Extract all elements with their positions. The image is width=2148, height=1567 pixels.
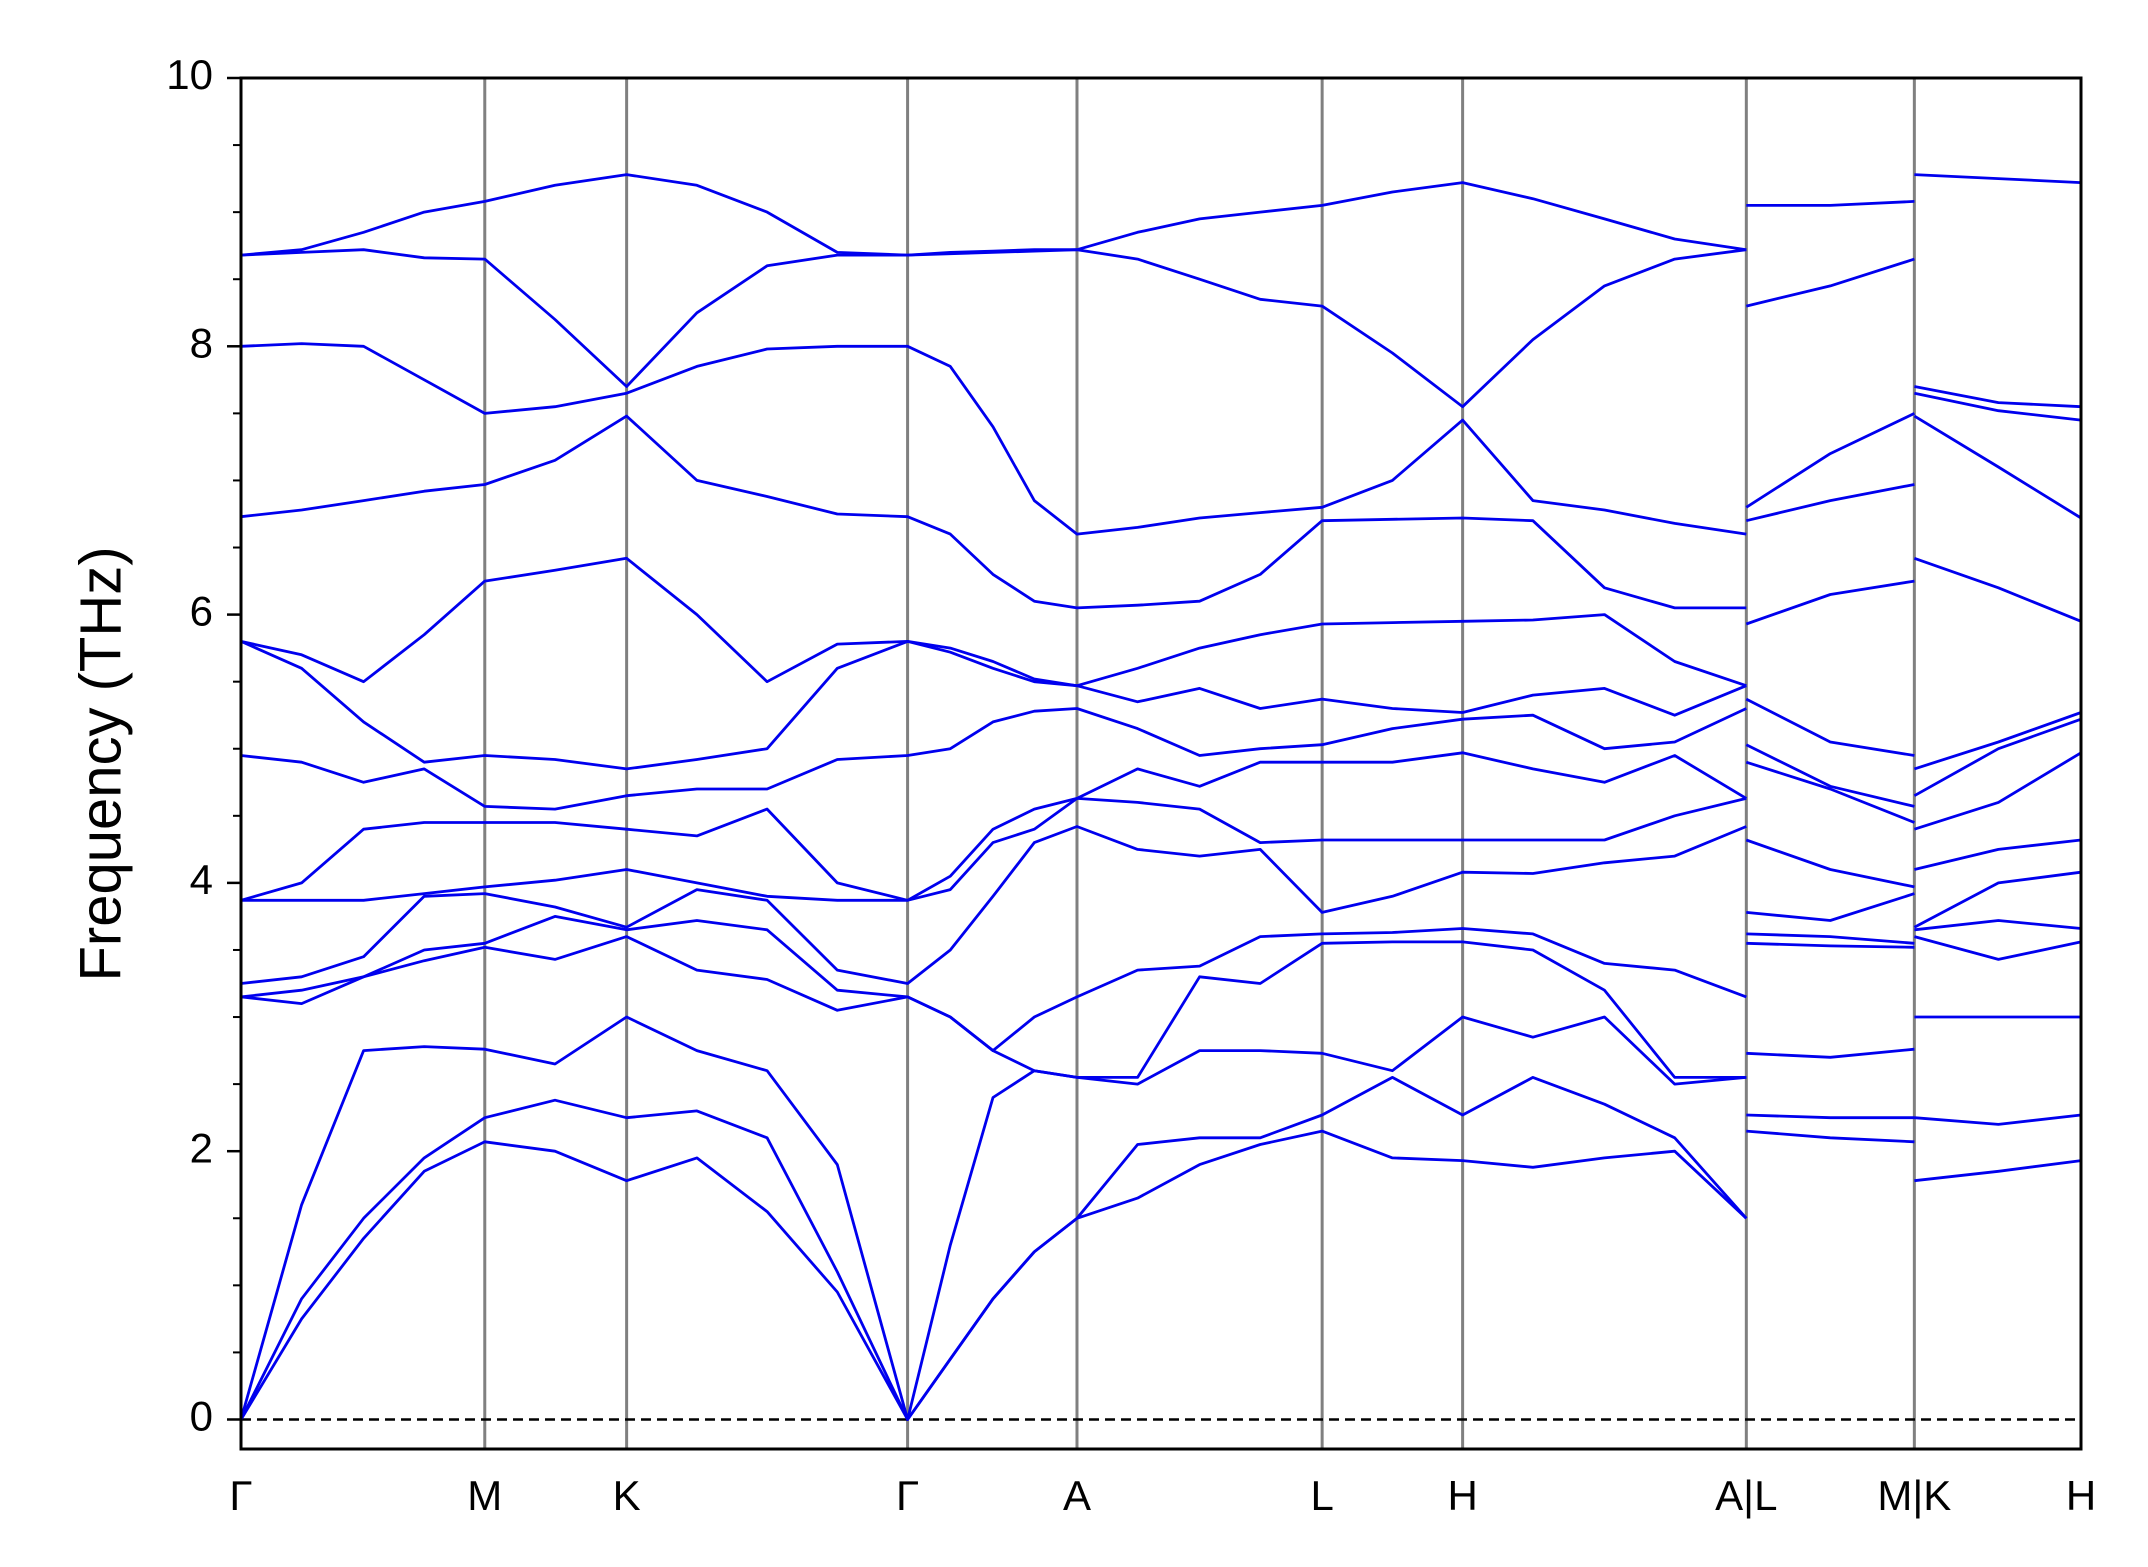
x-tick-label: L — [1310, 1472, 1333, 1519]
band — [240, 342, 2082, 536]
y-axis-label: Frequency (THz) — [68, 546, 133, 981]
band — [240, 825, 2082, 985]
x-tick-label: Γ — [229, 1472, 252, 1519]
band — [240, 915, 2082, 1052]
band — [240, 751, 2082, 902]
x-tick-label: H — [1447, 1472, 1477, 1519]
band — [241, 797, 2082, 902]
plot-frame — [239, 76, 2083, 1451]
x-tick-label: M|K — [1877, 1472, 1951, 1519]
y-tick-label: 4 — [190, 856, 213, 903]
x-tick-label: M — [467, 1472, 502, 1519]
x-tick-label: Γ — [896, 1472, 919, 1519]
band — [240, 414, 2082, 610]
band — [239, 1076, 2082, 1421]
x-tick-label: K — [613, 1472, 641, 1519]
y-tick-label: 6 — [190, 588, 213, 635]
band — [240, 556, 2082, 688]
y-tick-label: 0 — [190, 1393, 213, 1440]
band — [240, 248, 2082, 409]
band — [239, 1129, 2082, 1421]
y-tick-label: 8 — [190, 319, 213, 366]
band — [240, 173, 2082, 257]
x-tick-label: A — [1063, 1472, 1091, 1519]
y-tick-label: 10 — [166, 51, 213, 98]
x-tick-label: H — [2066, 1472, 2096, 1519]
band — [239, 1015, 2081, 1421]
y-tick-label: 2 — [190, 1124, 213, 1171]
band — [240, 707, 2082, 811]
band — [240, 640, 2082, 771]
x-tick-label: A|L — [1715, 1472, 1777, 1519]
